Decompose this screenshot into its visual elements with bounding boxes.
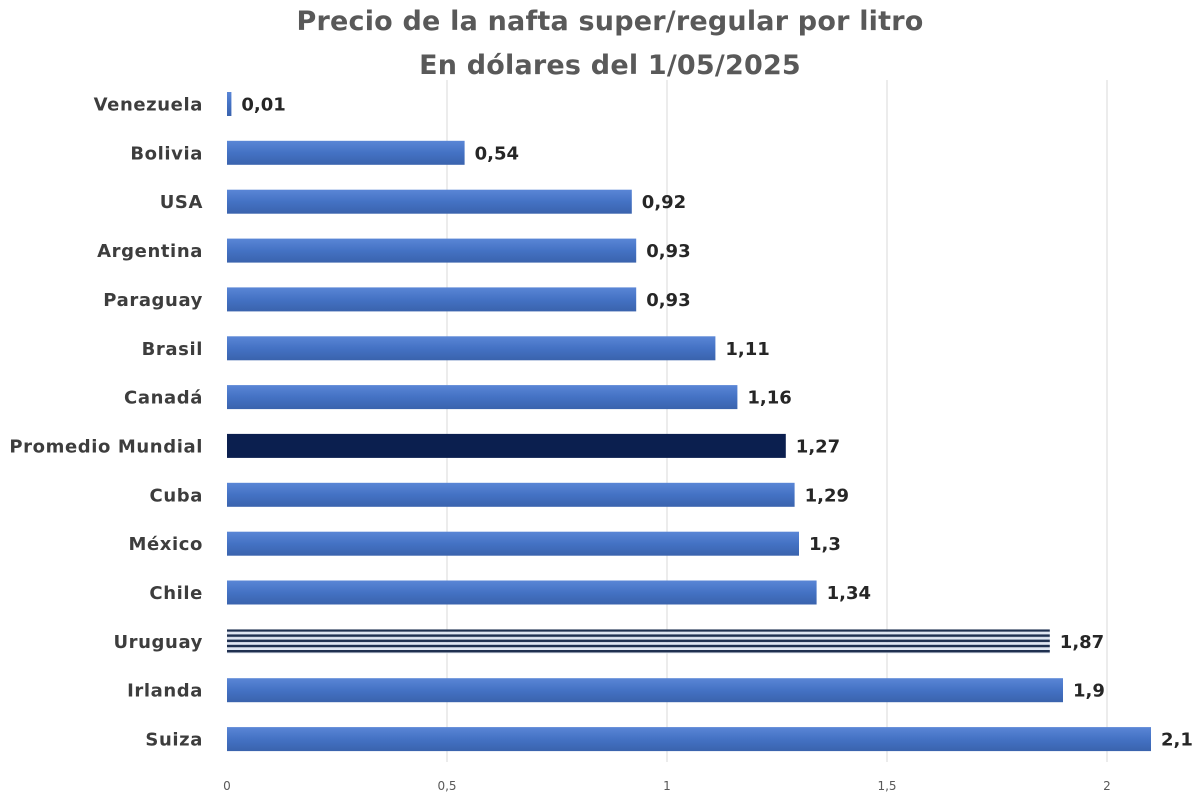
data-label-venezuela: 0,01 (241, 95, 285, 116)
data-label-promedio-mundial: 1,27 (796, 436, 840, 457)
category-label-usa: USA (160, 192, 203, 213)
data-label-suiza: 2,1 (1161, 730, 1193, 751)
data-label-cuba: 1,29 (805, 485, 849, 506)
data-label-usa: 0,92 (642, 192, 686, 213)
x-axis-ticks: 0 0,5 1 1,5 2 (223, 779, 1111, 793)
chart-subtitle: En dólares del 1/05/2025 (419, 50, 801, 81)
x-tick-label: 1 (663, 779, 671, 793)
bar-brasil (227, 336, 716, 361)
bar-mexico (227, 531, 799, 556)
bar-irlanda (227, 678, 1063, 703)
category-labels: Venezuela Bolivia USA Argentina Paraguay Bras… (9, 95, 203, 751)
data-label-canada: 1,16 (747, 388, 791, 409)
bar-usa (227, 189, 632, 214)
category-label-uruguay: Uruguay (113, 632, 203, 653)
category-label-bolivia: Bolivia (130, 143, 203, 164)
category-label-suiza: Suiza (145, 730, 203, 751)
bar-suiza (227, 727, 1151, 752)
category-label-brasil: Brasil (142, 339, 203, 360)
chart-title: Precio de la nafta super/regular por lit… (296, 6, 924, 37)
bar-cuba (227, 482, 795, 507)
x-tick-label: 0 (223, 779, 231, 793)
x-tick-label: 1,5 (877, 779, 896, 793)
bar-bolivia (227, 140, 465, 165)
category-label-paraguay: Paraguay (103, 290, 203, 311)
data-label-paraguay: 0,93 (646, 290, 690, 311)
data-label-uruguay: 1,87 (1060, 632, 1104, 653)
data-label-brasil: 1,11 (725, 339, 769, 360)
category-label-irlanda: Irlanda (127, 681, 203, 702)
bar-argentina (227, 238, 637, 263)
data-label-bolivia: 0,54 (475, 143, 519, 164)
data-label-argentina: 0,93 (646, 241, 690, 262)
bar-chile (227, 580, 817, 605)
bar-uruguay (227, 629, 1050, 654)
bar-venezuela (227, 92, 232, 116)
category-label-chile: Chile (149, 583, 203, 604)
data-label-chile: 1,34 (827, 583, 871, 604)
category-label-promedio-mundial: Promedio Mundial (9, 436, 203, 457)
data-label-mexico: 1,3 (809, 534, 841, 555)
bar-promedio-mundial (227, 433, 786, 458)
category-label-argentina: Argentina (97, 241, 203, 262)
x-tick-label: 0,5 (437, 779, 456, 793)
category-label-venezuela: Venezuela (94, 95, 203, 116)
category-label-canada: Canadá (124, 388, 203, 409)
gridlines (446, 80, 1108, 762)
bar-paraguay (227, 287, 637, 312)
data-label-irlanda: 1,9 (1073, 681, 1105, 702)
data-labels: 0,01 0,54 0,92 0,93 0,93 1,11 1,16 1,27 1,29 1,3 1… (241, 95, 1192, 751)
bars (227, 92, 1151, 752)
category-label-cuba: Cuba (150, 485, 203, 506)
category-label-mexico: México (128, 534, 203, 555)
x-tick-label: 2 (1103, 779, 1111, 793)
bar-canada (227, 385, 738, 410)
